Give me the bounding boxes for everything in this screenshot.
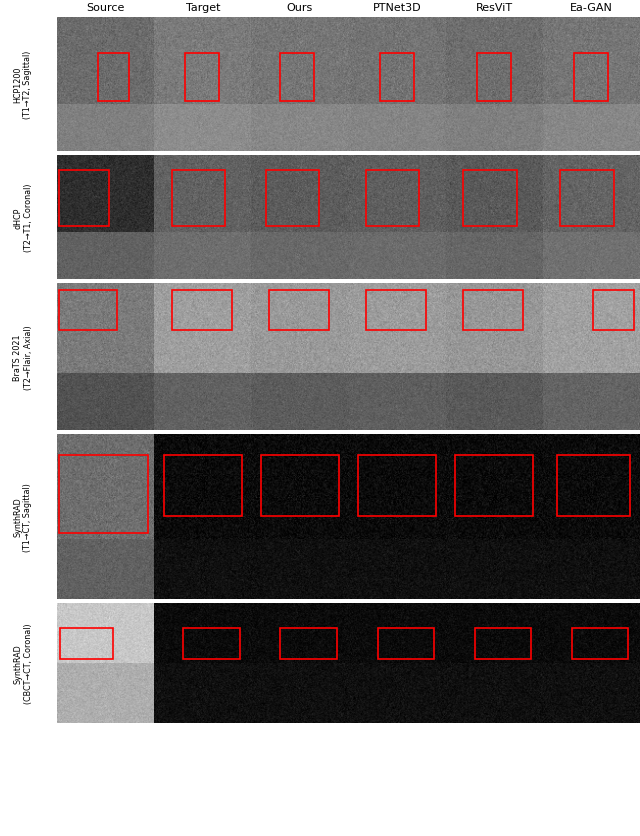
Bar <box>59 456 148 533</box>
Text: SynthRAD
(T1→CT, Sagittal): SynthRAD (T1→CT, Sagittal) <box>13 482 33 551</box>
Bar <box>378 629 434 660</box>
Text: dHCP
(T2→T1, Coronal): dHCP (T2→T1, Coronal) <box>13 184 33 252</box>
Bar <box>98 54 129 101</box>
Bar <box>164 456 242 517</box>
Bar <box>266 171 319 227</box>
Bar <box>280 54 314 101</box>
Text: BraTS 2021
(T2→Flair, Axial): BraTS 2021 (T2→Flair, Axial) <box>13 324 33 390</box>
Bar <box>475 629 531 660</box>
Bar <box>366 171 419 227</box>
Text: Ours: Ours <box>287 3 313 13</box>
Bar <box>593 291 634 330</box>
Bar <box>574 54 608 101</box>
Bar <box>183 629 239 660</box>
Text: PTNet3D: PTNet3D <box>372 3 421 13</box>
Bar <box>561 171 614 227</box>
Bar <box>463 291 524 330</box>
Bar <box>59 291 117 330</box>
Bar <box>60 629 113 660</box>
Bar <box>456 456 533 517</box>
Bar <box>185 54 220 101</box>
Text: Source: Source <box>86 3 125 13</box>
Bar <box>380 54 413 101</box>
Text: Target: Target <box>186 3 220 13</box>
Bar <box>477 54 511 101</box>
Bar <box>463 171 516 227</box>
Bar <box>280 629 337 660</box>
Bar <box>261 456 339 517</box>
Bar <box>572 629 628 660</box>
Bar <box>172 171 225 227</box>
Text: ResViT: ResViT <box>476 3 513 13</box>
Text: HCP1200
(T1→T2, Sagittal): HCP1200 (T1→T2, Sagittal) <box>13 51 33 119</box>
Bar <box>59 171 109 227</box>
Bar <box>172 291 232 330</box>
Bar <box>366 291 426 330</box>
Bar <box>557 456 630 517</box>
Text: SynthRAD
(CBCT→CT, Coronal): SynthRAD (CBCT→CT, Coronal) <box>13 623 33 703</box>
Bar <box>358 456 436 517</box>
Text: Ea-GAN: Ea-GAN <box>570 3 613 13</box>
Bar <box>269 291 329 330</box>
